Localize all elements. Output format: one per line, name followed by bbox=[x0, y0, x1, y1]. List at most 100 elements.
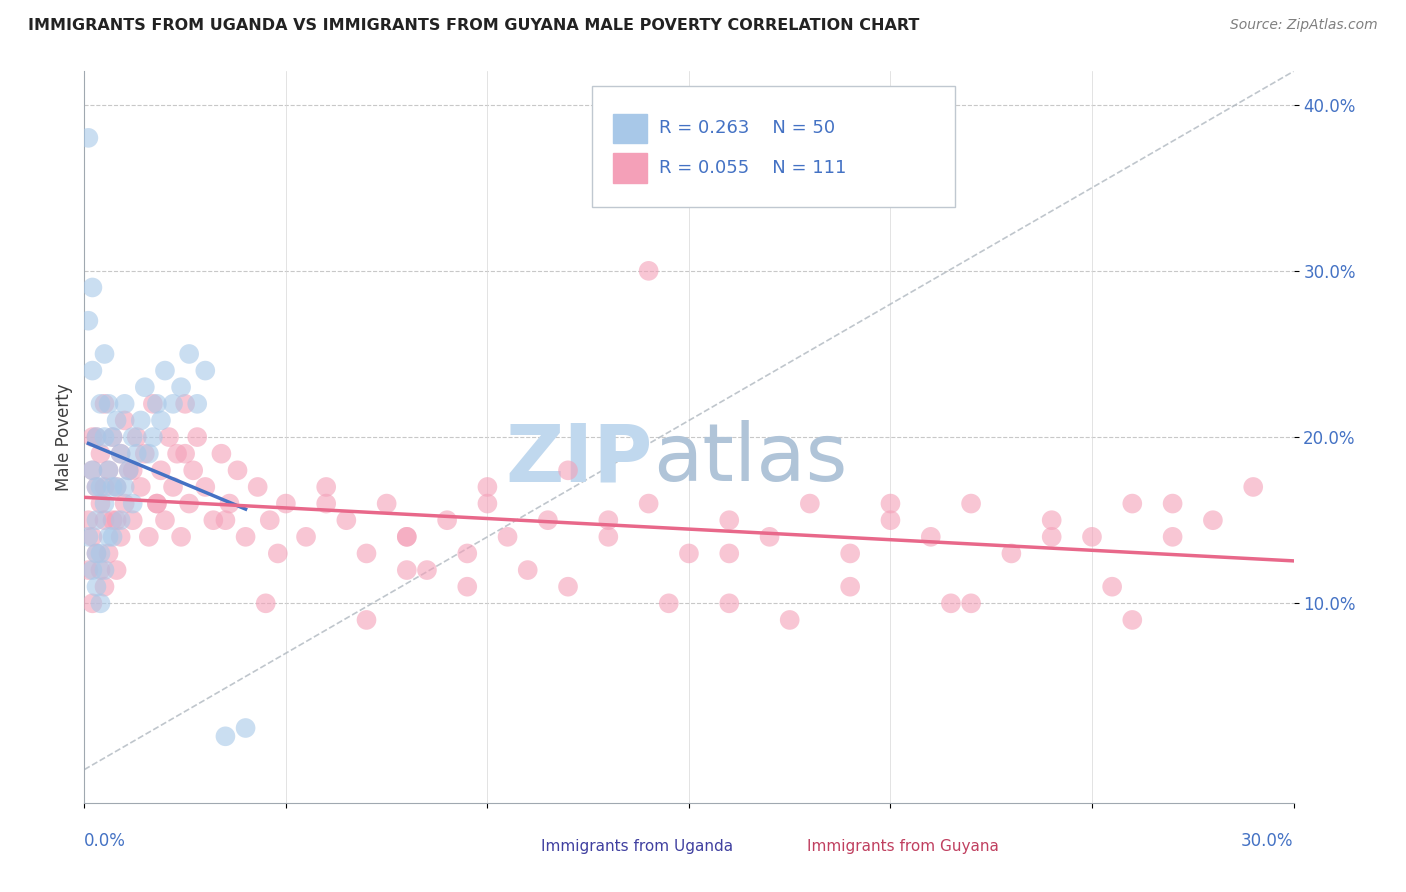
Point bbox=[121, 463, 143, 477]
Point bbox=[1040, 530, 1063, 544]
Point bbox=[77, 314, 100, 328]
Point bbox=[77, 563, 100, 577]
Point bbox=[142, 397, 165, 411]
Point bbox=[375, 497, 398, 511]
Point bbox=[93, 563, 115, 577]
Point bbox=[758, 530, 780, 544]
Point bbox=[456, 580, 478, 594]
Point bbox=[779, 613, 801, 627]
Point bbox=[516, 563, 538, 577]
Point bbox=[960, 497, 983, 511]
Point bbox=[86, 430, 108, 444]
Point bbox=[718, 596, 741, 610]
Point bbox=[254, 596, 277, 610]
Point bbox=[146, 497, 169, 511]
Bar bbox=[773, 838, 800, 858]
Point bbox=[718, 546, 741, 560]
Point bbox=[839, 580, 862, 594]
Point bbox=[598, 530, 620, 544]
Point bbox=[77, 131, 100, 145]
Text: Immigrants from Uganda: Immigrants from Uganda bbox=[541, 839, 734, 855]
Point bbox=[436, 513, 458, 527]
Point bbox=[181, 463, 204, 477]
Text: 0.0%: 0.0% bbox=[84, 832, 127, 850]
Point bbox=[146, 397, 169, 411]
Point bbox=[395, 530, 418, 544]
Point bbox=[89, 397, 111, 411]
Point bbox=[477, 480, 499, 494]
Point bbox=[86, 480, 108, 494]
Point bbox=[125, 447, 148, 461]
Point bbox=[1081, 530, 1104, 544]
Point bbox=[920, 530, 942, 544]
Point bbox=[194, 363, 217, 377]
Point bbox=[93, 397, 115, 411]
Point bbox=[138, 530, 160, 544]
Point bbox=[97, 463, 120, 477]
Point bbox=[118, 463, 141, 477]
Point bbox=[114, 480, 136, 494]
Point bbox=[93, 347, 115, 361]
Point bbox=[110, 447, 132, 461]
Point bbox=[267, 546, 290, 560]
Point bbox=[557, 580, 579, 594]
Point bbox=[89, 480, 111, 494]
Point bbox=[960, 596, 983, 610]
Point bbox=[121, 513, 143, 527]
Point bbox=[105, 413, 128, 427]
Bar bbox=[613, 153, 647, 183]
Point bbox=[97, 397, 120, 411]
Point bbox=[93, 480, 115, 494]
Point bbox=[879, 513, 901, 527]
Point bbox=[77, 530, 100, 544]
Point bbox=[274, 497, 297, 511]
Point bbox=[186, 397, 208, 411]
Point bbox=[1121, 497, 1143, 511]
Point bbox=[86, 430, 108, 444]
Point bbox=[202, 513, 225, 527]
Point bbox=[89, 563, 111, 577]
Point bbox=[105, 513, 128, 527]
Point bbox=[121, 497, 143, 511]
Point bbox=[1121, 613, 1143, 627]
Text: IMMIGRANTS FROM UGANDA VS IMMIGRANTS FROM GUYANA MALE POVERTY CORRELATION CHART: IMMIGRANTS FROM UGANDA VS IMMIGRANTS FRO… bbox=[28, 18, 920, 33]
Point bbox=[93, 497, 115, 511]
Point bbox=[259, 513, 281, 527]
Point bbox=[1161, 497, 1184, 511]
Point bbox=[170, 380, 193, 394]
Point bbox=[110, 447, 132, 461]
Text: ZIP: ZIP bbox=[505, 420, 652, 498]
Point bbox=[82, 530, 104, 544]
Point bbox=[146, 497, 169, 511]
Point bbox=[77, 513, 100, 527]
Point bbox=[86, 580, 108, 594]
Point bbox=[678, 546, 700, 560]
Point bbox=[799, 497, 821, 511]
Point bbox=[105, 563, 128, 577]
Point bbox=[82, 363, 104, 377]
Point bbox=[226, 463, 249, 477]
Point bbox=[97, 530, 120, 544]
Point bbox=[179, 497, 201, 511]
Text: 30.0%: 30.0% bbox=[1241, 832, 1294, 850]
Point bbox=[93, 580, 115, 594]
Point bbox=[114, 413, 136, 427]
Point bbox=[97, 546, 120, 560]
Point bbox=[86, 546, 108, 560]
Point bbox=[82, 430, 104, 444]
Point bbox=[101, 530, 124, 544]
Point bbox=[637, 264, 659, 278]
Point bbox=[1161, 530, 1184, 544]
Point bbox=[101, 480, 124, 494]
Bar bbox=[613, 114, 647, 143]
Point bbox=[82, 563, 104, 577]
Point bbox=[89, 447, 111, 461]
Point bbox=[416, 563, 439, 577]
Point bbox=[235, 530, 257, 544]
Point bbox=[125, 430, 148, 444]
Point bbox=[153, 363, 176, 377]
Point bbox=[110, 513, 132, 527]
Point bbox=[179, 347, 201, 361]
Point bbox=[537, 513, 560, 527]
Y-axis label: Male Poverty: Male Poverty bbox=[55, 384, 73, 491]
